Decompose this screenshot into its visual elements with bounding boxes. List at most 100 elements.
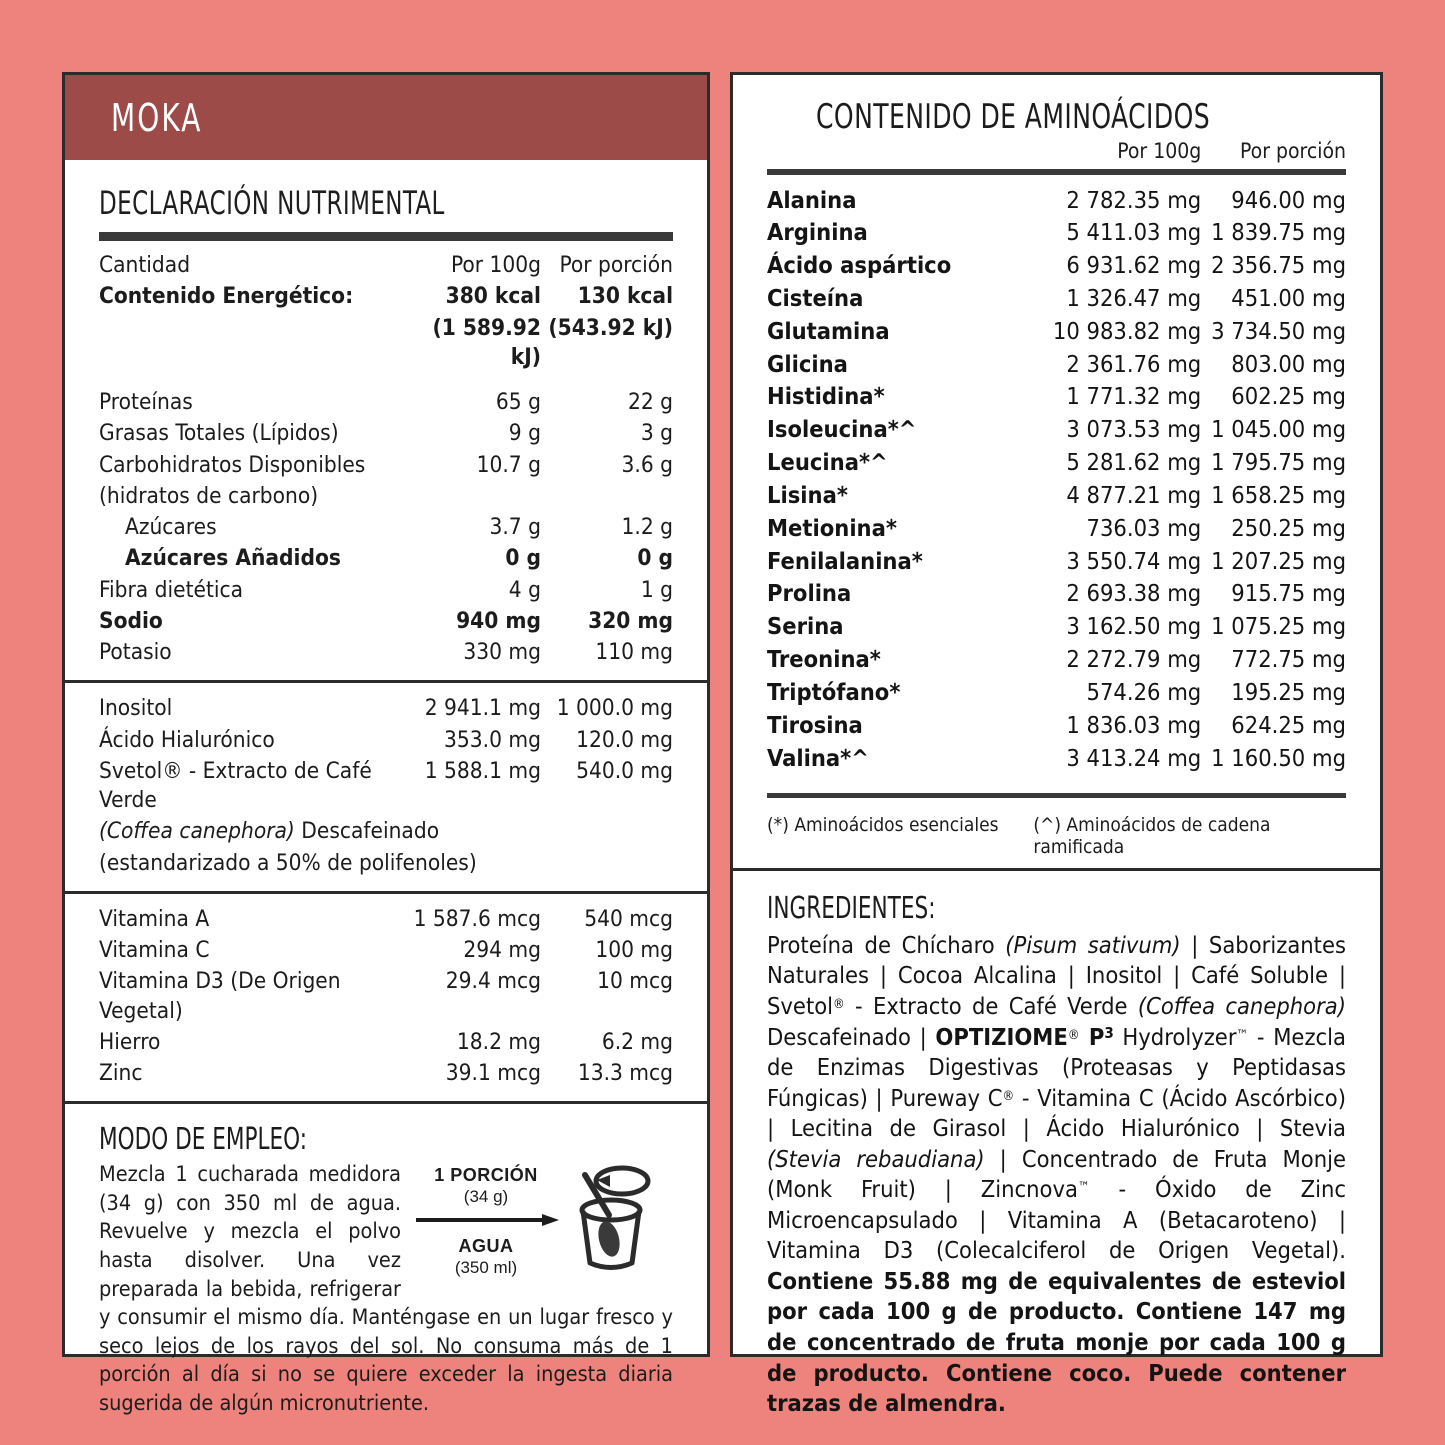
amino-perserving: 1 207.25 mg	[1211, 546, 1346, 575]
amino-footnotes: (*) Aminoácidos esenciales (^) Aminoácid…	[733, 787, 1380, 868]
amino-per100: 10 983.82 mg	[1052, 316, 1202, 345]
row-label: (hidratos de carbono)	[99, 482, 319, 509]
table-row: Isoleucina*^ 3 073.53 mg 1 045.00 mg	[767, 414, 1346, 447]
table-row: Svetol® - Extracto de Café Verde 1 588.1…	[99, 756, 673, 817]
amino-label: Fenilalanina*	[767, 546, 923, 575]
row-per100: 2 941.1 mg	[424, 695, 541, 722]
row-label	[99, 313, 403, 374]
amino-col-perserving: Por porción	[1240, 139, 1346, 163]
nutrition-header-row: Cantidad Por 100g Por porción	[99, 250, 673, 281]
amino-label: Histidina*	[767, 382, 885, 411]
row-per100: 330 mg	[463, 639, 541, 665]
amino-perserving: 1 839.75 mg	[1211, 218, 1346, 247]
registered-icon: ®	[833, 997, 845, 1012]
usage-title: MODO DE EMPLEO:	[99, 1122, 308, 1158]
row-label: Grasas Totales (Lípidos)	[99, 420, 339, 447]
amino-label: Ácido aspártico	[767, 251, 952, 280]
amino-col-per100: Por 100g	[1117, 139, 1202, 163]
glass-with-spoon-icon	[565, 1163, 657, 1280]
registered-icon: ®	[1002, 1088, 1015, 1104]
row-perserving: 540 mcg	[584, 905, 673, 932]
row-per100: 10.7 g	[476, 451, 541, 478]
row-per100: 0 g	[505, 545, 541, 572]
amino-per100: 3 073.53 mg	[1066, 415, 1202, 444]
table-row: Potasio 330 mg 110 mg	[99, 637, 673, 668]
table-row: Prolina 2 693.38 mg 915.75 mg	[767, 578, 1346, 611]
row-label: Svetol® - Extracto de Café Verde	[99, 757, 372, 813]
row-per100: 1 588.1 mg	[424, 757, 541, 784]
amino-per100: 2 361.76 mg	[1066, 349, 1202, 378]
row-perserving: 13.3 mcg	[577, 1060, 673, 1086]
amino-footnote-rule	[767, 792, 1346, 798]
table-row: Azúcares 3.7 g 1.2 g	[99, 512, 673, 543]
amino-per100: 3 413.24 mg	[1066, 743, 1202, 772]
row-perserving: 0 g	[637, 545, 673, 572]
amino-label: Lisina*	[767, 480, 848, 509]
amino-label: Treonina*	[767, 645, 881, 674]
amino-perserving: 1 045.00 mg	[1211, 415, 1346, 444]
row-per100: 39.1 mcg	[445, 1060, 541, 1086]
portion-label: 1 PORCIÓN	[434, 1165, 538, 1186]
row-label: Potasio	[99, 639, 172, 665]
amino-per100: 5 281.62 mg	[1066, 448, 1202, 477]
ingredients-title: INGREDIENTES:	[767, 890, 936, 926]
table-row: Vitamina D3 (De Origen Vegetal) 29.4 mcg…	[99, 966, 673, 1027]
table-row: Proteínas 65 g 22 g	[99, 387, 673, 418]
table-row: (Coffea canephora) Descafeinado	[99, 816, 673, 847]
table-row: Tirosina 1 836.03 mg 624.25 mg	[767, 709, 1346, 742]
amino-per100: 3 550.74 mg	[1066, 546, 1202, 575]
amino-per100: 574.26 mg	[1086, 677, 1202, 706]
table-row: Valina*^ 3 413.24 mg 1 160.50 mg	[767, 742, 1346, 775]
water-amount: (350 ml)	[454, 1258, 518, 1278]
amino-perserving: 1 160.50 mg	[1211, 743, 1346, 772]
amino-perserving: 624.25 mg	[1231, 710, 1346, 739]
vitamins-section: Vitamina A 1 587.6 mcg 540 mcg Vitamina …	[65, 890, 707, 1102]
row-perserving: 1 g	[640, 576, 673, 603]
superscript-three: 3	[1104, 1023, 1114, 1042]
row-perserving: 3.6 g	[621, 451, 673, 478]
row-perserving: 3 g	[640, 420, 673, 447]
table-row: Cisteína 1 326.47 mg 451.00 mg	[767, 282, 1346, 315]
registered-icon: ®	[1067, 1027, 1080, 1043]
row-perserving: 10 mcg	[597, 968, 673, 995]
row-perserving: 22 g	[627, 389, 673, 415]
row-perserving: 120.0 mg	[576, 726, 673, 753]
table-row: Grasas Totales (Lípidos) 9 g 3 g	[99, 418, 673, 449]
table-row: Ácido Hialurónico 353.0 mg 120.0 mg	[99, 725, 673, 756]
table-row: (hidratos de carbono)	[99, 481, 673, 512]
table-row: Hierro 18.2 mg 6.2 mg	[99, 1027, 673, 1058]
row-per100	[403, 481, 541, 512]
row-per100: (1 589.92 kJ)	[432, 314, 541, 370]
amino-title: CONTENIDO DE AMINOÁCIDOS	[816, 97, 1211, 137]
amino-perserving: 1 658.25 mg	[1211, 480, 1346, 509]
table-row: Inositol 2 941.1 mg 1 000.0 mg	[99, 693, 673, 724]
table-row: (estandarizado a 50% de polifenoles)	[99, 848, 673, 879]
table-row: Glutamina 10 983.82 mg 3 734.50 mg	[767, 315, 1346, 348]
table-row: Vitamina C 294 mg 100 mg	[99, 935, 673, 966]
usage-body: Mezcla 1 cucharada medidora (34 g) con 3…	[99, 1162, 673, 1416]
table-row: Ácido aspártico 6 931.62 mg 2 356.75 mg	[767, 250, 1346, 283]
amino-label: Metionina*	[767, 513, 897, 542]
table-row: Leucina*^ 5 281.62 mg 1 795.75 mg	[767, 447, 1346, 480]
amino-perserving: 2 356.75 mg	[1211, 251, 1346, 280]
table-row: Contenido Energético: 380 kcal 130 kcal	[99, 281, 673, 312]
actives-table: Inositol 2 941.1 mg 1 000.0 mg Ácido Hia…	[99, 693, 673, 879]
usage-icons: 1 PORCIÓN (34 g) AGUA (350 ml)	[411, 1163, 673, 1280]
amino-ingredients-panel: CONTENIDO DE AMINOÁCIDOS Por 100g Por po…	[730, 72, 1383, 1417]
amino-per100: 2 693.38 mg	[1066, 579, 1202, 608]
amino-label: Serina	[767, 612, 844, 641]
amino-per100: 5 411.03 mg	[1066, 218, 1202, 247]
row-label: Vitamina D3 (De Origen Vegetal)	[99, 968, 341, 1024]
row-per100: 18.2 mg	[456, 1028, 541, 1055]
amino-perserving: 250.25 mg	[1231, 513, 1346, 542]
amino-perserving: 602.25 mg	[1231, 382, 1346, 411]
actives-note-1: (Coffea canephora) Descafeinado	[99, 818, 440, 845]
row-perserving: 1 000.0 mg	[556, 695, 673, 722]
table-row: Serina 3 162.50 mg 1 075.25 mg	[767, 611, 1346, 644]
row-perserving: 540.0 mg	[576, 757, 673, 784]
nutrition-declaration-section: DECLARACIÓN NUTRIMENTAL Cantidad Por 100…	[65, 160, 707, 680]
table-row: Sodio 940 mg 320 mg	[99, 606, 673, 637]
amino-label: Prolina	[767, 579, 852, 608]
row-per100: 380 kcal	[445, 283, 541, 310]
amino-perserving: 195.25 mg	[1231, 677, 1346, 706]
